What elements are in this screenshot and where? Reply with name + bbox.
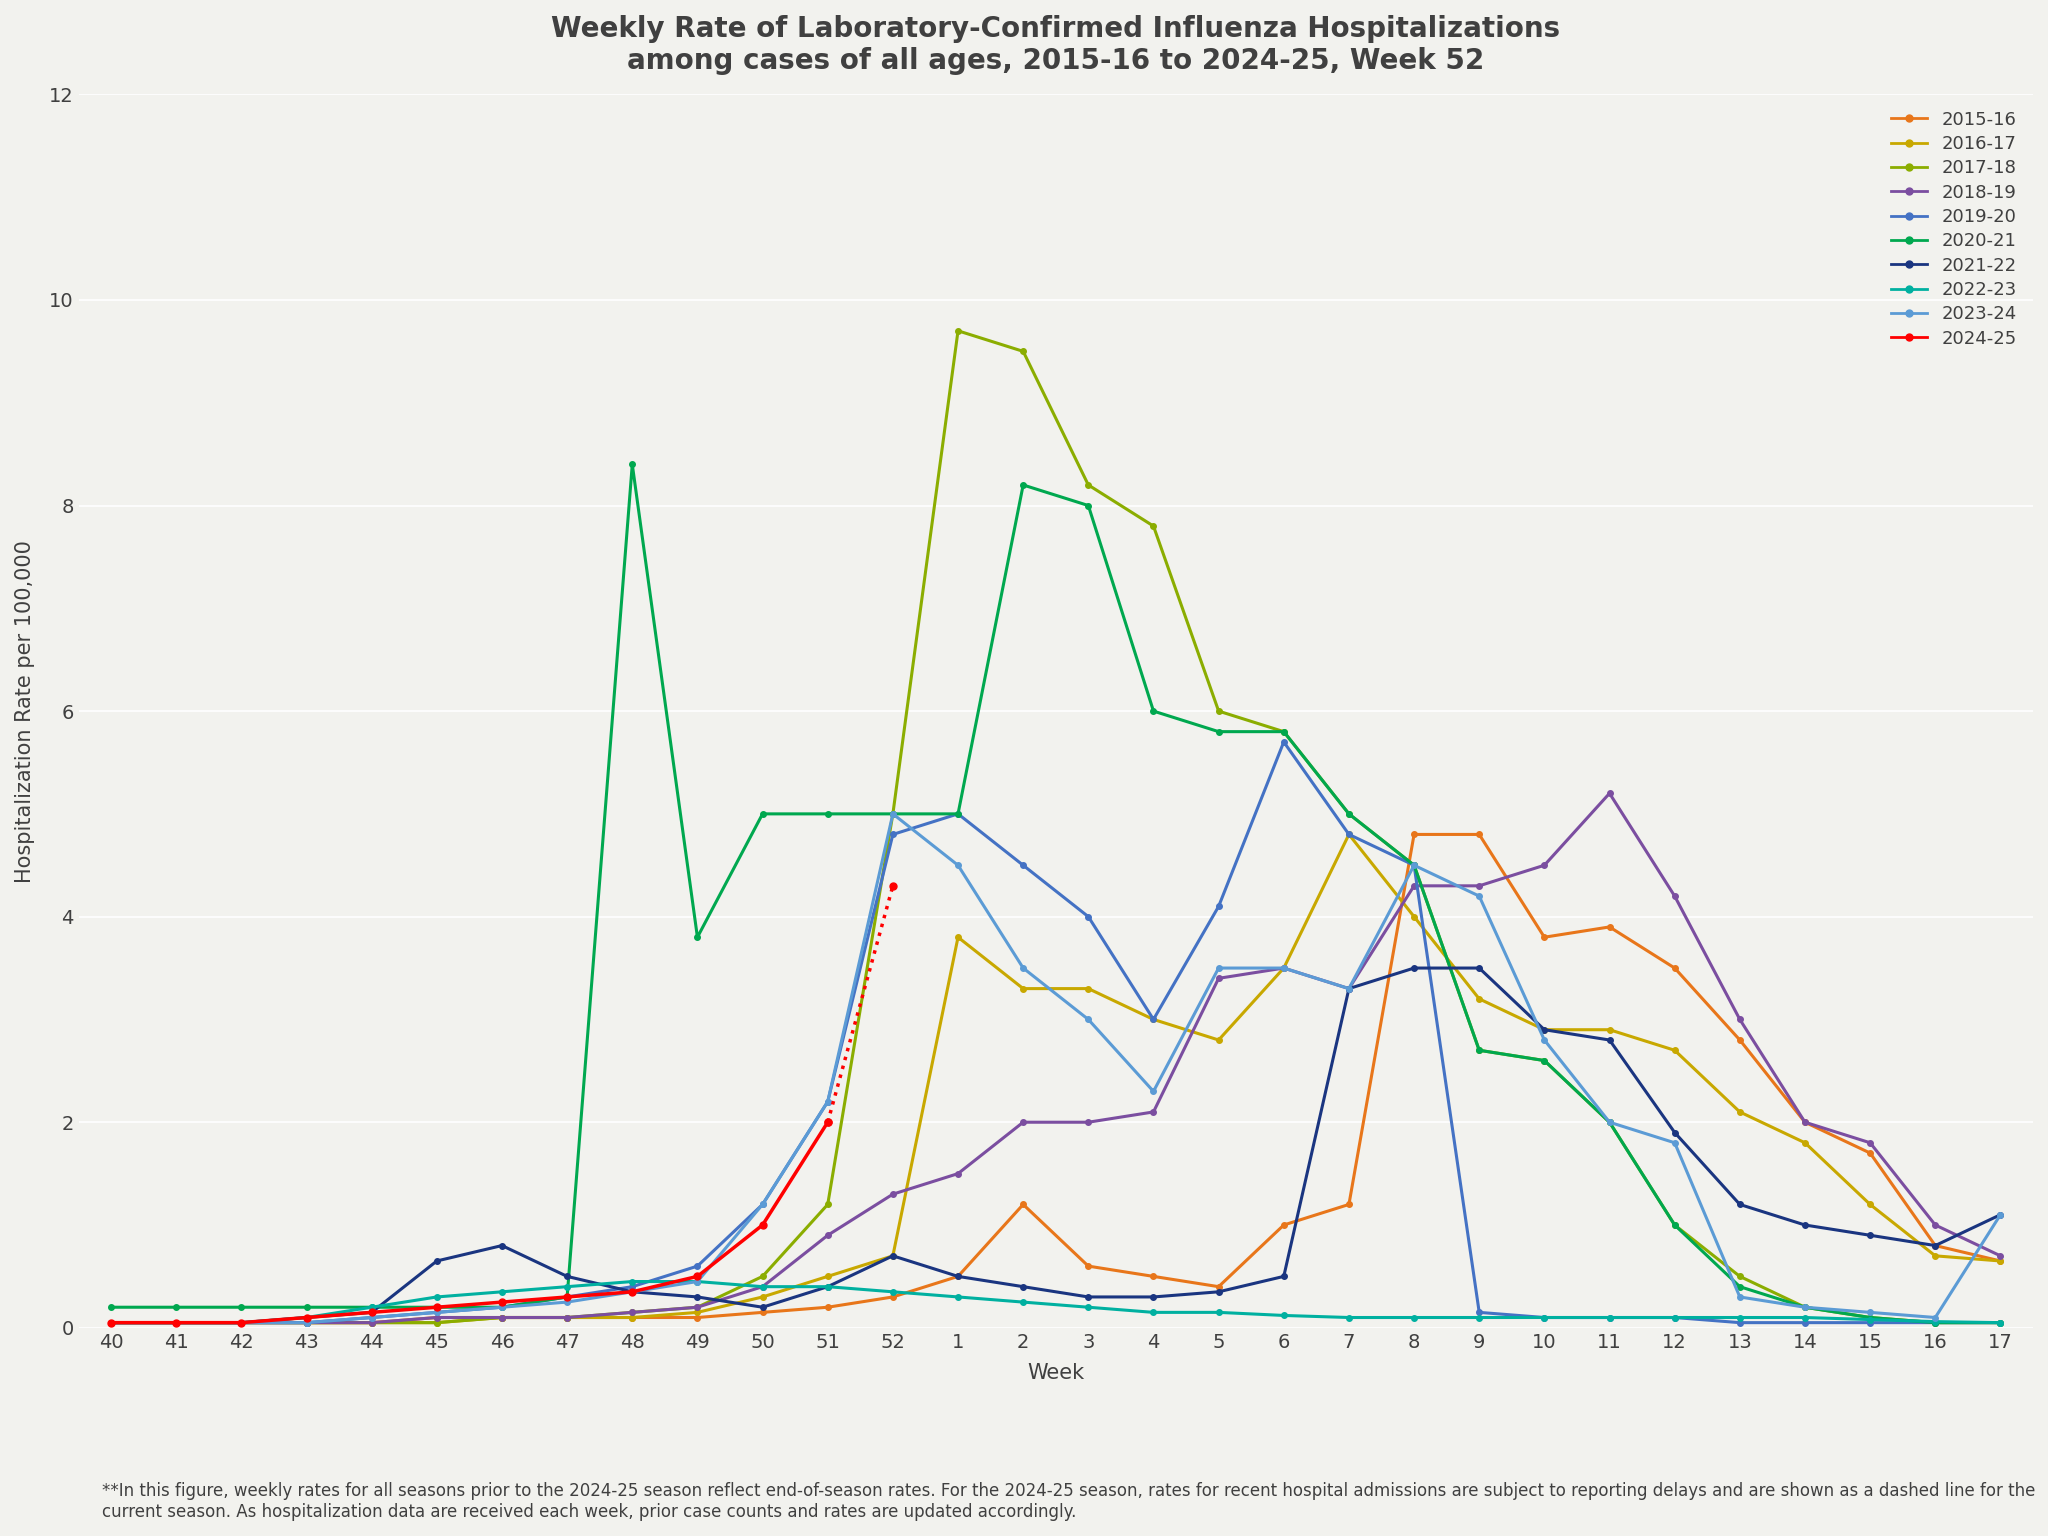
Title: Weekly Rate of Laboratory-Confirmed Influenza Hospitalizations
among cases of al: Weekly Rate of Laboratory-Confirmed Infl…: [551, 15, 1561, 75]
Legend: 2015-16, 2016-17, 2017-18, 2018-19, 2019-20, 2020-21, 2021-22, 2022-23, 2023-24,: 2015-16, 2016-17, 2017-18, 2018-19, 2019…: [1884, 103, 2023, 355]
Y-axis label: Hospitalization Rate per 100,000: Hospitalization Rate per 100,000: [14, 539, 35, 883]
X-axis label: Week: Week: [1028, 1362, 1083, 1382]
Text: **In this figure, weekly rates for all seasons prior to the 2024-25 season refle: **In this figure, weekly rates for all s…: [102, 1482, 2036, 1521]
